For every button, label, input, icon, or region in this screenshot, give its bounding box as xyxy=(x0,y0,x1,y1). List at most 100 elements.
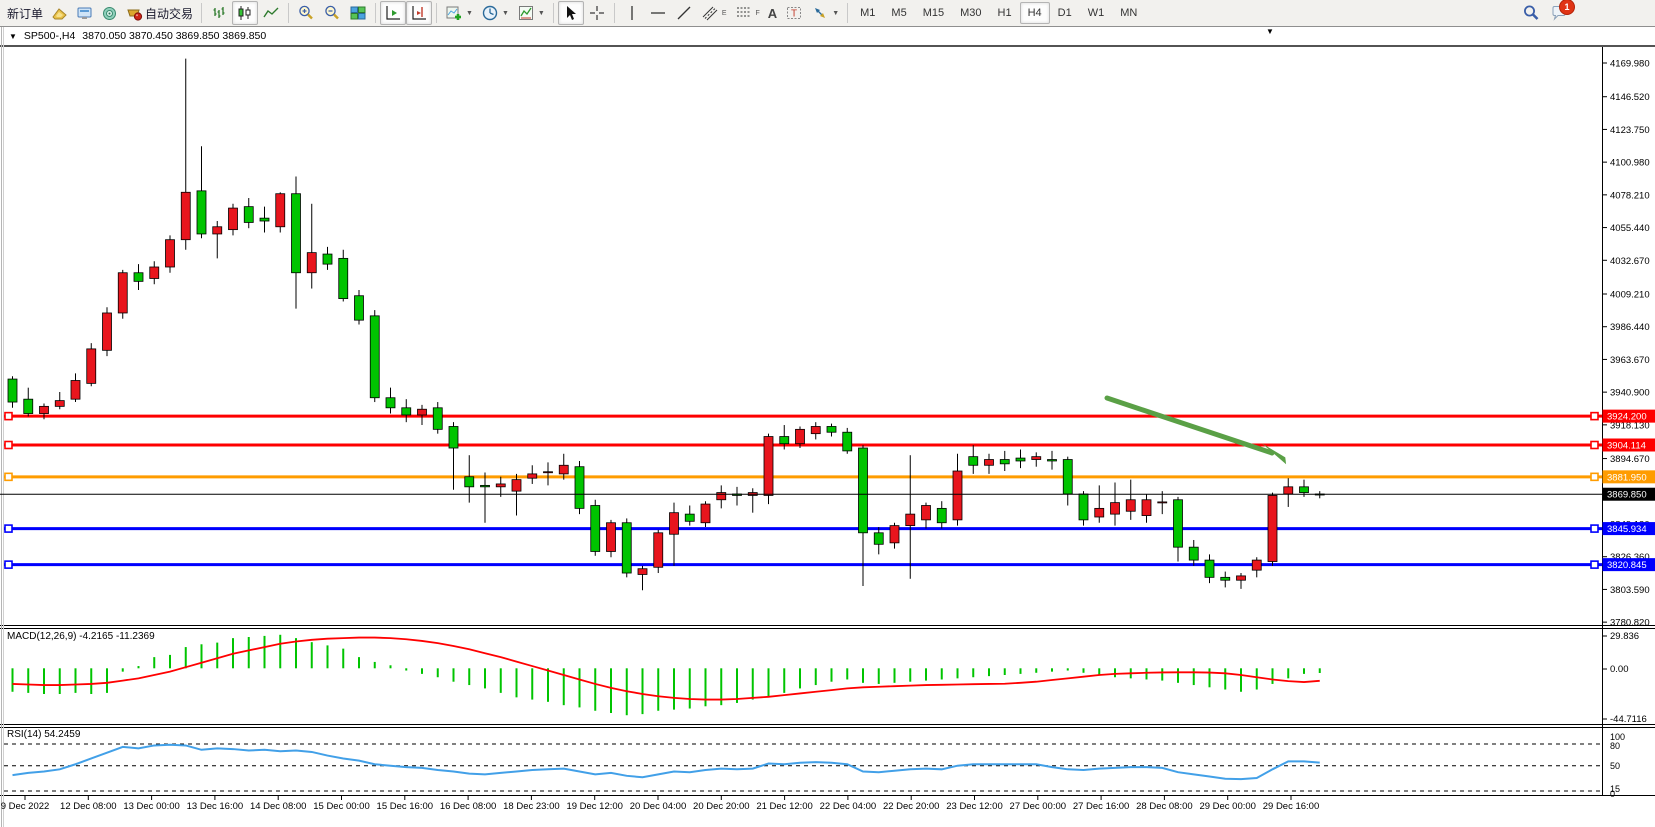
candlestick-chart-button[interactable] xyxy=(232,1,259,25)
market-watch-button[interactable] xyxy=(72,1,97,25)
candle xyxy=(480,484,490,488)
arrows-button[interactable]: ▼ xyxy=(807,1,843,25)
candle xyxy=(39,405,49,414)
autotrading-label: 自动交易 xyxy=(145,6,194,21)
level-handle xyxy=(4,440,13,450)
fibonacci-button[interactable]: F xyxy=(731,1,764,25)
price-axis-label: 3803.590 xyxy=(1610,585,1650,596)
crosshair-icon xyxy=(589,6,604,20)
level-handle xyxy=(4,472,13,482)
toolbar-separator xyxy=(436,3,438,23)
equidistant-channel-button[interactable]: E xyxy=(697,1,731,25)
candlestick-chart-icon xyxy=(238,6,251,20)
candle xyxy=(716,492,727,501)
tf-h4-button[interactable]: H4 xyxy=(1019,2,1050,24)
line-chart-button[interactable] xyxy=(258,1,284,25)
price-badge-label: 3924.200 xyxy=(1607,412,1647,423)
candle xyxy=(401,407,412,416)
chart-menu-caret-icon[interactable]: ▼ xyxy=(9,31,17,41)
candle xyxy=(228,207,238,231)
candle xyxy=(1015,457,1026,462)
chart-shift-button[interactable] xyxy=(406,1,433,25)
level-handle xyxy=(1590,411,1599,421)
macd-axis-label: -44.7116 xyxy=(1610,714,1647,725)
indicators-button[interactable]: ▼ xyxy=(441,1,477,25)
time-axis-label: 20 Dec 20:00 xyxy=(693,801,750,812)
cursor-arrow-icon xyxy=(566,6,576,20)
tf-d1-button[interactable]: D1 xyxy=(1057,7,1072,19)
fibo-sub-label: F xyxy=(755,9,760,17)
price-levels[interactable] xyxy=(4,411,1602,569)
gold-chart-button[interactable] xyxy=(47,1,72,25)
periods-button[interactable]: ▼ xyxy=(477,1,513,25)
candle xyxy=(1062,459,1073,495)
new-order-button[interactable]: 新订单 xyxy=(3,1,47,25)
tf-h1-button[interactable]: H1 xyxy=(997,7,1012,19)
candle xyxy=(338,257,349,300)
templates-button[interactable]: ▼ xyxy=(513,1,549,25)
text-label-button[interactable]: T xyxy=(781,1,807,25)
candle xyxy=(921,505,931,521)
time-axis-label: 21 Dec 12:00 xyxy=(756,801,813,812)
gold-nugget-icon xyxy=(52,7,67,19)
price-axis-label: 3986.440 xyxy=(1610,322,1650,333)
time-axis-label: 12 Dec 08:00 xyxy=(60,801,117,812)
bar-chart-button[interactable] xyxy=(206,1,232,25)
candle xyxy=(133,272,144,282)
price-badge-label: 3869.850 xyxy=(1607,490,1647,501)
toolbar-separator xyxy=(288,3,290,23)
dropdown-caret-icon: ▼ xyxy=(537,9,545,17)
autotrading-button[interactable]: 自动交易 xyxy=(122,1,197,25)
price-badge xyxy=(1602,522,1655,536)
price-axis-label: 3894.670 xyxy=(1610,454,1650,465)
candle xyxy=(968,456,979,466)
timeframe-group: M1 M5 M15 M30 H1 H4 D1 W1 MN xyxy=(852,2,1145,24)
toolbar-separator xyxy=(375,3,377,23)
navigator-icon xyxy=(103,6,117,20)
tf-w1-button[interactable]: W1 xyxy=(1087,7,1105,19)
window-menu-caret-icon[interactable]: ▼ xyxy=(1266,27,1274,36)
candle xyxy=(1236,575,1246,581)
candle xyxy=(999,459,1010,465)
candle xyxy=(196,190,207,235)
candle xyxy=(842,431,853,452)
tf-m15-button[interactable]: M15 xyxy=(922,7,945,19)
time-axis: 9 Dec 2022 12 Dec 08:00 13 Dec 00:00 13 Dec… xyxy=(1,796,1319,812)
trendline-button[interactable] xyxy=(671,1,697,25)
trendline-icon xyxy=(677,6,691,20)
horizontal-line-button[interactable] xyxy=(645,1,671,25)
tf-m5-button[interactable]: M5 xyxy=(891,7,907,19)
navigator-button[interactable] xyxy=(97,1,122,25)
candle xyxy=(70,380,81,400)
vertical-line-button[interactable] xyxy=(619,1,645,25)
candle xyxy=(354,295,364,321)
time-axis-label: 22 Dec 20:00 xyxy=(883,801,940,812)
candle xyxy=(669,512,679,535)
candle xyxy=(1141,499,1152,516)
time-axis-label: 20 Dec 04:00 xyxy=(630,801,687,812)
time-axis-label: 28 Dec 08:00 xyxy=(1136,801,1193,812)
cursor-button[interactable] xyxy=(557,1,584,25)
text-button[interactable]: A xyxy=(764,1,781,25)
candle xyxy=(385,397,396,409)
candle xyxy=(637,568,648,575)
tf-mn-button[interactable]: MN xyxy=(1120,7,1138,19)
crosshair-button[interactable] xyxy=(584,1,610,25)
price-axis-label: 4169.980 xyxy=(1610,59,1650,70)
zoom-in-button[interactable] xyxy=(293,1,319,25)
search-icon[interactable] xyxy=(1522,4,1540,22)
price-axis-label: 4100.980 xyxy=(1610,158,1650,169)
time-axis-label: 15 Dec 00:00 xyxy=(313,801,370,812)
tf-m1-button[interactable]: M1 xyxy=(860,7,876,19)
tf-m30-button[interactable]: M30 xyxy=(960,7,982,19)
tile-windows-button[interactable] xyxy=(345,1,371,25)
candle xyxy=(558,464,569,475)
annotation-arrow[interactable] xyxy=(1104,395,1287,465)
notifications-button[interactable]: 1 xyxy=(1550,0,1575,22)
toolbar-separator xyxy=(552,3,554,23)
auto-scroll-button[interactable] xyxy=(380,1,407,25)
zoom-out-button[interactable] xyxy=(319,1,345,25)
candle xyxy=(763,436,774,496)
